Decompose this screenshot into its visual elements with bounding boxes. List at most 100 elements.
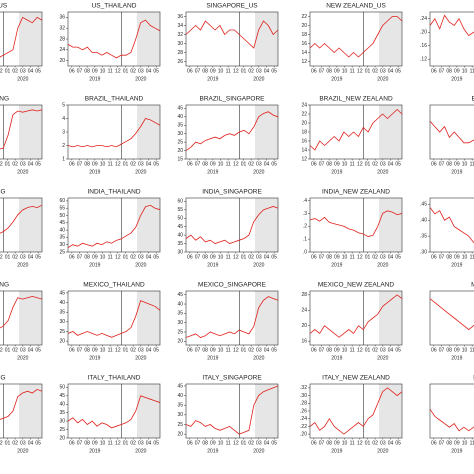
x-tick-label: 07 [195, 440, 201, 446]
shaded-period [255, 384, 278, 438]
x-tick-label: 06 [311, 161, 317, 167]
year-label: 2019 [207, 262, 218, 268]
y-tick-label: 30 [177, 412, 183, 418]
data-line [67, 118, 161, 148]
shaded-period [379, 384, 402, 438]
data-line [309, 108, 403, 151]
x-tick-label: 06 [311, 440, 317, 446]
data-line [309, 294, 403, 338]
x-tick-label: 07 [195, 254, 201, 260]
y-tick-label: 28 [59, 36, 65, 42]
x-tick-label: 11 [470, 161, 474, 167]
y-tick-label: 40 [177, 301, 183, 307]
x-tick-label: 05 [153, 254, 159, 260]
year-label: 2019 [89, 262, 100, 268]
x-tick-label: 01 [123, 347, 129, 353]
x-tick-label: 11 [226, 440, 231, 446]
y-tick-label: 35 [59, 310, 65, 316]
x-tick-label: 07 [77, 161, 83, 167]
y-tick-label: 40 [59, 227, 65, 233]
x-tick-label: 03 [138, 440, 144, 446]
x-tick-label: 07 [319, 68, 325, 74]
y-tick-label: 45 [59, 220, 65, 226]
x-tick-label: 06 [69, 161, 75, 167]
x-tick-label: 05 [395, 161, 401, 167]
year-label: 2019 [331, 169, 342, 175]
data-line [185, 296, 279, 339]
x-tick-label: 02 [248, 440, 254, 446]
data-line [67, 395, 161, 429]
panel-title: SINGAPORE_US [206, 3, 258, 10]
x-tick-label: 04 [28, 440, 34, 446]
x-tick-label: 10 [462, 440, 468, 446]
x-tick-label: 12 [0, 161, 3, 167]
panel-title: MEXICO_NEW ZEALAND [318, 282, 395, 289]
x-tick-label: 01 [365, 347, 371, 353]
shaded-period [137, 384, 160, 438]
x-tick-label: 06 [69, 254, 75, 260]
y-tick-label: 60 [59, 198, 65, 204]
data-line [0, 204, 43, 234]
year-label: 2020 [17, 169, 28, 175]
x-tick-label: 09 [210, 440, 216, 446]
x-tick-label: 10 [218, 440, 224, 446]
x-tick-label: 11 [226, 68, 231, 74]
y-tick-label: 60 [177, 199, 183, 205]
plot-frame [0, 104, 43, 160]
x-tick-label: 10 [218, 347, 224, 353]
y-tick-label: 30 [177, 249, 183, 255]
x-tick-label: 03 [20, 161, 26, 167]
x-tick-label: 03 [380, 347, 386, 353]
x-tick-label: 04 [264, 347, 270, 353]
year-label: 2020 [17, 355, 28, 361]
x-tick-label: 06 [69, 440, 75, 446]
x-tick-label: 08 [446, 440, 452, 446]
x-tick-label: 07 [439, 347, 445, 353]
x-tick-label: 04 [28, 161, 34, 167]
x-tick-label: 05 [35, 347, 41, 353]
plot-frame [67, 197, 161, 253]
year-label: 2020 [135, 355, 146, 361]
y-tick-label: 45 [59, 290, 65, 296]
x-tick-label: 03 [256, 161, 262, 167]
y-tick-label: .35 [420, 233, 427, 239]
panel-title: INDIA_NEW ZEALAND [322, 189, 390, 196]
x-tick-label: 05 [395, 68, 401, 74]
x-tick-label: 08 [446, 347, 452, 353]
x-tick-label: 06 [431, 347, 437, 353]
x-tick-label: 03 [20, 68, 26, 74]
x-tick-label: 09 [92, 440, 98, 446]
x-tick-label: 07 [195, 68, 201, 74]
year-label: 2020 [17, 76, 28, 82]
x-tick-label: 05 [153, 347, 159, 353]
x-tick-label: 11 [350, 440, 355, 446]
year-label: 2020 [135, 448, 146, 454]
y-tick-label: .28 [300, 401, 307, 407]
plot-frame [185, 104, 279, 160]
x-tick-label: 05 [153, 440, 159, 446]
year-label: 2019 [331, 355, 342, 361]
x-tick-label: 04 [388, 254, 394, 260]
x-tick-label: 05 [271, 440, 277, 446]
x-tick-label: 04 [388, 347, 394, 353]
x-tick-label: 11 [470, 440, 474, 446]
x-tick-label: 01 [241, 161, 247, 167]
x-tick-label: 01 [123, 254, 129, 260]
x-tick-label: 07 [439, 440, 445, 446]
y-tick-label: 18 [301, 129, 307, 135]
panel-title: ITALY_THAILAND [88, 375, 141, 382]
y-tick-label: 35 [177, 241, 183, 247]
x-tick-label: 12 [115, 68, 121, 74]
x-tick-label: 06 [187, 440, 193, 446]
year-label: 2019 [89, 169, 100, 175]
x-tick-label: 02 [248, 347, 254, 353]
y-tick-label: 25 [177, 422, 183, 428]
x-tick-label: 10 [462, 347, 468, 353]
x-tick-label: 09 [334, 161, 340, 167]
panel-title: KONG [0, 375, 6, 382]
x-tick-label: 10 [342, 68, 348, 74]
panel-title: NEW ZEALAND_US [326, 3, 386, 10]
y-tick-label: .30 [300, 393, 307, 399]
y-tick-label: 25 [59, 249, 65, 255]
plot-frame [0, 383, 43, 439]
